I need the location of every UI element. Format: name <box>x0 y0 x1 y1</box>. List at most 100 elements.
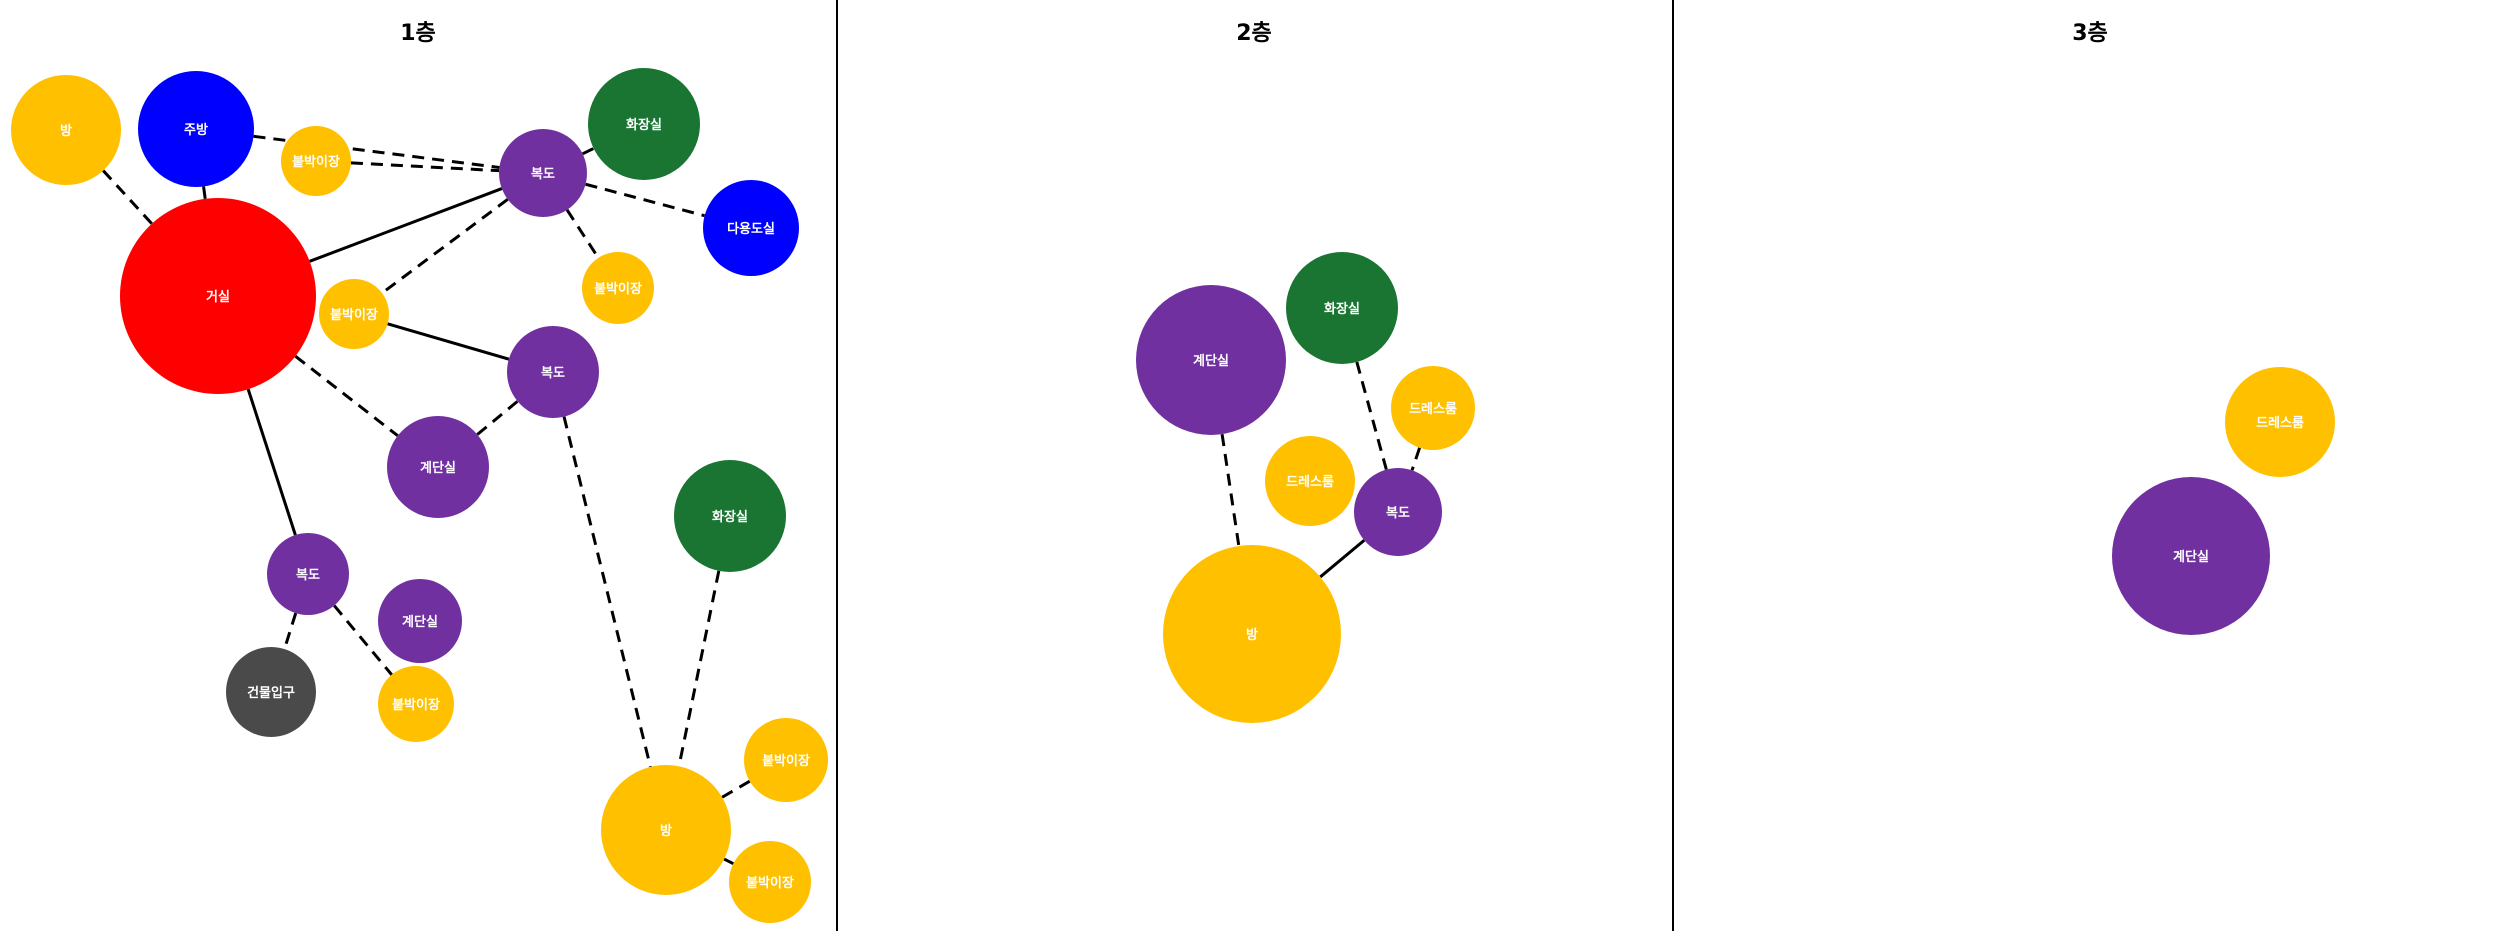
edge-p1-corridor-b-p1-room-b <box>562 416 652 768</box>
node-p1-corridor-b: 복도 <box>507 326 599 418</box>
node-label-p2-dress-a: 드레스룸 <box>1409 401 1457 417</box>
panel-title-2: 2층 <box>1236 21 1272 46</box>
node-label-p1-closet-f: 붙박이장 <box>746 875 794 891</box>
node-circle-p2-dress-b <box>1265 436 1355 526</box>
node-p2-dress-a: 드레스룸 <box>1391 366 1475 450</box>
edge-p1-closet-b-p1-corridor-b <box>387 322 510 361</box>
node-circle-p1-closet-f <box>729 841 811 923</box>
node-circle-p1-stairs-a <box>387 416 489 518</box>
node-p1-bath-a: 화장실 <box>588 68 700 180</box>
node-p1-kitchen: 주방 <box>138 71 254 187</box>
node-circle-p1-corridor-b <box>507 326 599 418</box>
edge-p1-kitchen-p1-living <box>202 186 207 200</box>
node-circle-p1-closet-b <box>319 279 389 349</box>
edge-p1-living-p1-stairs-a <box>294 354 399 437</box>
edge-p1-bath-b-p1-room-b <box>677 570 721 767</box>
node-p1-closet-e: 붙박이장 <box>744 718 828 802</box>
node-p3-stairs: 계단실 <box>2112 477 2270 635</box>
node-p1-closet-f: 붙박이장 <box>729 841 811 923</box>
node-p1-utility: 다용도실 <box>703 180 799 276</box>
edge-p1-corridor-a-p1-bath-a <box>581 147 595 156</box>
node-circle-p2-dress-a <box>1391 366 1475 450</box>
node-p1-bath-b: 화장실 <box>674 460 786 572</box>
edge-p1-living-p1-corridor-c <box>246 388 297 536</box>
node-label-p1-closet-e: 붙박이장 <box>762 753 810 769</box>
node-label-p1-room-a: 방 <box>60 123 72 139</box>
node-circle-p1-closet-d <box>378 666 454 742</box>
node-circle-p3-dress <box>2225 367 2335 477</box>
node-p2-corridor: 복도 <box>1354 468 1442 556</box>
node-label-p1-closet-b: 붙박이장 <box>330 307 378 323</box>
panel-title-1: 1층 <box>400 21 436 46</box>
node-label-p1-kitchen: 주방 <box>184 122 208 138</box>
node-label-p1-utility: 다용도실 <box>727 221 775 237</box>
edges-layer <box>102 134 1422 866</box>
edge-p1-room-b-p1-closet-f <box>723 857 734 866</box>
node-circle-p1-closet-c <box>582 252 654 324</box>
node-label-p1-living: 거실 <box>206 289 230 305</box>
node-p1-closet-a: 붙박이장 <box>281 126 351 196</box>
node-circle-p1-entrance <box>226 647 316 737</box>
node-label-p2-bath: 화장실 <box>1324 301 1360 317</box>
node-p1-stairs-b: 계단실 <box>378 579 462 663</box>
edge-p2-stairs-p2-room <box>1220 433 1241 547</box>
node-circle-p1-bath-b <box>674 460 786 572</box>
node-label-p1-stairs-b: 계단실 <box>402 614 438 630</box>
edge-p1-corridor-c-p1-entrance <box>283 612 298 650</box>
node-label-p1-corridor-b: 복도 <box>541 366 565 381</box>
node-circle-p1-utility <box>703 180 799 276</box>
edge-p1-room-a-p1-living <box>102 169 153 225</box>
node-label-p2-dress-b: 드레스룸 <box>1286 474 1334 490</box>
node-label-p1-corridor-a: 복도 <box>531 167 555 182</box>
node-label-p1-room-b: 방 <box>660 823 672 839</box>
node-p3-dress: 드레스룸 <box>2225 367 2335 477</box>
node-label-p1-corridor-c: 복도 <box>296 568 320 583</box>
node-circle-p1-stairs-b <box>378 579 462 663</box>
edge-p1-closet-a-p1-corridor-a <box>350 161 500 173</box>
node-circle-p2-stairs <box>1136 285 1286 435</box>
node-p1-room-b: 방 <box>601 765 731 895</box>
node-circle-p1-corridor-c <box>267 533 349 615</box>
node-label-p1-entrance: 건물입구 <box>247 685 295 701</box>
node-circle-p2-corridor <box>1354 468 1442 556</box>
node-p2-room: 방 <box>1163 545 1341 723</box>
node-label-p2-room: 방 <box>1246 627 1258 643</box>
node-circle-p1-room-a <box>11 75 121 185</box>
edge-p2-corridor-p2-room <box>1319 539 1366 579</box>
panel-title-3: 3층 <box>2072 21 2108 46</box>
node-label-p1-closet-c: 붙박이장 <box>594 281 642 297</box>
node-p1-corridor-a: 복도 <box>499 129 587 217</box>
edge-p1-corridor-a-p1-utility <box>585 182 705 218</box>
node-circle-p2-bath <box>1286 252 1398 364</box>
node-label-p2-stairs: 계단실 <box>1193 353 1229 369</box>
node-label-p1-bath-b: 화장실 <box>712 509 748 525</box>
edge-p1-corridor-c-p1-closet-d <box>333 604 393 676</box>
node-circle-p1-corridor-a <box>499 129 587 217</box>
node-p2-stairs: 계단실 <box>1136 285 1286 435</box>
node-circle-p3-stairs <box>2112 477 2270 635</box>
node-circle-p1-room-b <box>601 765 731 895</box>
node-label-p3-dress: 드레스룸 <box>2256 415 2304 431</box>
node-circle-p1-living <box>120 198 316 394</box>
node-label-p1-bath-a: 화장실 <box>626 117 662 133</box>
node-label-p2-corridor: 복도 <box>1386 506 1410 521</box>
node-p1-entrance: 건물입구 <box>226 647 316 737</box>
node-p1-closet-c: 붙박이장 <box>582 252 654 324</box>
node-p1-stairs-a: 계단실 <box>387 416 489 518</box>
edge-p1-living-p1-corridor-a <box>309 187 503 263</box>
edge-p2-bath-p2-corridor <box>1355 361 1388 470</box>
node-label-p1-stairs-a: 계단실 <box>420 460 456 476</box>
node-circle-p1-closet-a <box>281 126 351 196</box>
edge-p1-corridor-a-p1-closet-b <box>381 198 509 295</box>
node-circle-p1-bath-a <box>588 68 700 180</box>
edge-p2-dress-a-p2-corridor <box>1410 447 1422 471</box>
node-p1-room-a: 방 <box>11 75 121 185</box>
node-p1-corridor-c: 복도 <box>267 533 349 615</box>
node-p1-closet-d: 붙박이장 <box>378 666 454 742</box>
edge-p1-corridor-a-p1-closet-c <box>565 209 600 259</box>
nodes-layer: 방 주방붙박이장복도화장실다용도실거실붙박이장붙박이장복도계단실화장실복도계단실건… <box>11 68 2335 923</box>
node-p2-bath: 화장실 <box>1286 252 1398 364</box>
node-p2-dress-b: 드레스룸 <box>1265 436 1355 526</box>
node-label-p1-closet-d: 붙박이장 <box>392 697 440 713</box>
